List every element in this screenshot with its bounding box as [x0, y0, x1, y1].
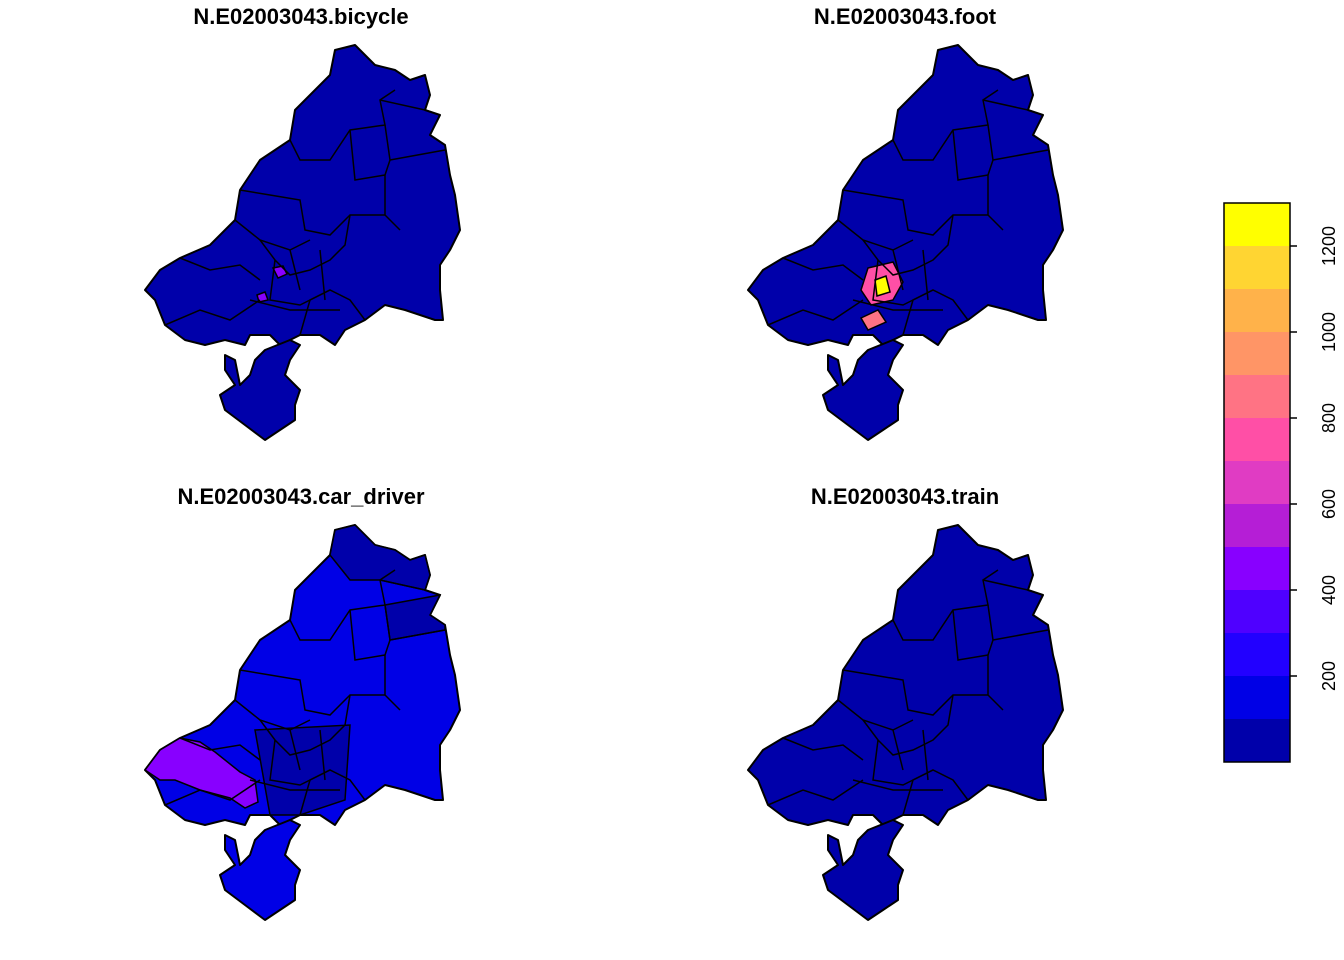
region-border — [164, 779, 261, 806]
legend-bin — [1224, 203, 1290, 246]
region-border — [982, 99, 1029, 111]
legend-bin — [1224, 246, 1290, 289]
legend-tick-label: 400 — [1319, 575, 1339, 605]
legend-bin — [1224, 289, 1290, 332]
region-border — [319, 729, 326, 781]
region-border — [289, 249, 301, 291]
region-border — [319, 249, 326, 301]
region — [254, 724, 351, 816]
region-border — [269, 259, 331, 306]
legend-bin — [1224, 633, 1290, 676]
region-border — [892, 249, 904, 291]
region — [144, 44, 461, 346]
region-border — [289, 729, 301, 771]
legend-tick-label: 200 — [1319, 661, 1339, 691]
region — [219, 339, 301, 441]
map-panel — [143, 524, 461, 921]
region-border — [379, 99, 426, 111]
map-title: N.E02003043.train — [811, 484, 999, 509]
region — [747, 44, 1064, 346]
region — [822, 819, 904, 921]
region-border — [249, 299, 340, 311]
map-title: N.E02003043.bicycle — [193, 4, 408, 29]
region-border — [782, 257, 864, 281]
legend-tick-label: 1200 — [1319, 226, 1339, 266]
region — [144, 524, 461, 826]
region-border — [992, 629, 1049, 641]
region-border — [234, 219, 311, 251]
region-border — [782, 737, 864, 761]
region-border — [872, 739, 934, 786]
region-border — [269, 739, 331, 786]
region — [329, 524, 431, 591]
legend-tick-label: 1000 — [1319, 312, 1339, 352]
map-title: N.E02003043.foot — [814, 4, 997, 29]
region — [747, 524, 1064, 826]
legend-bin — [1224, 504, 1290, 547]
region-border — [872, 259, 934, 306]
region-border — [892, 729, 904, 771]
legend-bin — [1224, 590, 1290, 633]
region-border — [837, 699, 914, 731]
legend-tick-label: 600 — [1319, 489, 1339, 519]
region-border — [389, 629, 446, 641]
legend-bin — [1224, 418, 1290, 461]
map-panel — [747, 524, 1064, 921]
map-panel — [747, 44, 1064, 441]
legend-bin — [1224, 547, 1290, 590]
region — [874, 275, 891, 297]
legend-bin — [1224, 332, 1290, 375]
legend-bin — [1224, 375, 1290, 418]
legend-bin — [1224, 676, 1290, 719]
region-border — [982, 579, 1029, 591]
region — [859, 309, 888, 331]
region-border — [164, 299, 261, 326]
region — [219, 819, 301, 921]
region-border — [389, 149, 446, 161]
legend-frame — [1223, 202, 1291, 763]
region-border — [179, 257, 261, 281]
region — [256, 291, 270, 303]
legend-bin — [1224, 461, 1290, 504]
region — [822, 339, 904, 441]
legend-bin — [1224, 719, 1290, 762]
region-border — [852, 299, 943, 311]
region-border — [249, 779, 340, 791]
region-border — [922, 249, 929, 301]
region-border — [992, 149, 1049, 161]
region-border — [852, 779, 943, 791]
region-border — [767, 779, 864, 806]
map-title: N.E02003043.car_driver — [177, 484, 425, 509]
region-border — [767, 299, 864, 326]
legend-tick-label: 800 — [1319, 403, 1339, 433]
region-border — [379, 579, 426, 591]
region-border — [179, 737, 261, 761]
map-panel — [144, 44, 461, 441]
region-border — [234, 699, 311, 731]
region-border — [922, 729, 929, 781]
region-border — [837, 219, 914, 251]
